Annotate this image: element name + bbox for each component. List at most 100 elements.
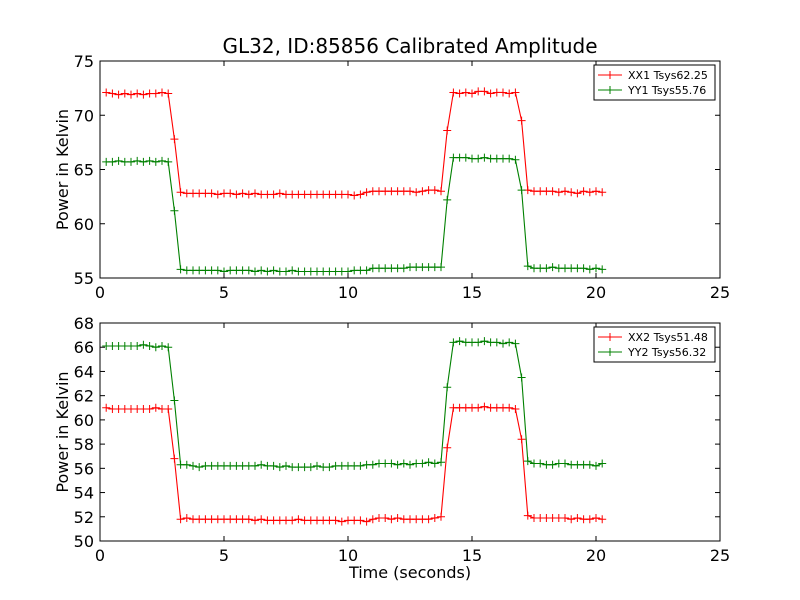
- data-point: [139, 90, 148, 99]
- data-point: [288, 266, 297, 275]
- data-point: [127, 157, 135, 166]
- data-point: [306, 463, 315, 472]
- data-point: [263, 267, 272, 276]
- data-point: [151, 403, 160, 412]
- legend-label: YY2 Tsys56.32: [627, 346, 706, 359]
- data-point: [579, 187, 588, 196]
- data-point: [443, 443, 452, 452]
- data-point: [158, 342, 166, 351]
- data-point: [554, 188, 563, 197]
- legend-entry-2: YY2 Tsys56.32: [598, 346, 706, 359]
- data-point: [275, 189, 284, 198]
- data-point: [337, 517, 346, 526]
- data-point: [592, 461, 600, 470]
- data-point: [133, 156, 142, 165]
- data-point: [282, 267, 290, 276]
- data-point: [523, 457, 532, 466]
- data-point: [437, 512, 445, 521]
- plot-frame: [99, 322, 721, 542]
- legend-entry-1: XX1 Tsys62.25: [598, 69, 708, 82]
- y-tick-label: 50: [74, 532, 94, 551]
- data-point: [412, 188, 421, 197]
- y-tick-label: 70: [74, 106, 94, 125]
- x-tick-label: 15: [462, 283, 482, 302]
- data-point: [176, 265, 185, 274]
- data-point: [585, 265, 594, 274]
- data-point: [387, 515, 396, 524]
- x-tick-label: 0: [95, 283, 105, 302]
- legend: XX1 Tsys62.25 YY1 Tsys55.76: [593, 64, 716, 101]
- data-point: [195, 463, 204, 472]
- data-point: [164, 157, 173, 166]
- data-point: [430, 186, 439, 195]
- data-point: [145, 156, 154, 165]
- data-point: [120, 89, 129, 98]
- data-point: [579, 264, 588, 273]
- data-point: [257, 460, 266, 469]
- data-point: [542, 264, 551, 273]
- legend-label: XX1 Tsys62.25: [628, 69, 708, 82]
- data-point: [573, 189, 582, 198]
- data-point: [393, 460, 402, 469]
- x-tick-label: 15: [462, 546, 482, 565]
- data-point: [176, 515, 185, 524]
- data-point: [561, 187, 569, 196]
- data-point: [455, 89, 464, 98]
- data-point: [505, 338, 514, 347]
- x-tick-label: 25: [710, 546, 730, 565]
- data-point: [102, 403, 111, 412]
- data-point: [592, 187, 600, 196]
- y-tick-label: 58: [74, 435, 94, 454]
- data-point: [443, 126, 452, 135]
- data-point: [176, 188, 185, 197]
- y-tick-label: 64: [74, 362, 94, 381]
- series-2: [102, 337, 607, 472]
- chart-panel-2: 0 5 10 15 20 25 50 52 54 56 58 60 62 64 66 68 Power in K…: [53, 314, 730, 565]
- data-point: [523, 262, 532, 271]
- data-point: [213, 190, 222, 199]
- data-point: [511, 404, 520, 413]
- data-point: [567, 188, 576, 197]
- y-tick-label: 68: [74, 314, 94, 333]
- data-point: [486, 89, 495, 98]
- data-point: [399, 459, 408, 468]
- data-point: [598, 265, 607, 274]
- data-point: [399, 264, 408, 273]
- data-point: [164, 89, 173, 98]
- legend-label: YY1 Tsys55.76: [627, 84, 706, 97]
- data-point: [548, 187, 557, 196]
- data-point: [536, 459, 545, 468]
- data-point: [151, 157, 160, 166]
- data-point: [443, 383, 452, 392]
- data-point: [393, 513, 402, 522]
- data-point: [492, 338, 501, 347]
- data-point: [151, 343, 160, 352]
- data-point: [244, 190, 253, 199]
- data-point: [232, 190, 241, 199]
- data-point: [102, 88, 111, 97]
- data-point: [523, 511, 532, 520]
- data-point: [406, 187, 414, 196]
- data-point: [145, 404, 154, 413]
- x-tick-label: 10: [338, 283, 358, 302]
- series-1: [102, 87, 607, 200]
- data-point: [350, 191, 359, 200]
- data-point: [499, 88, 507, 97]
- data-point: [275, 463, 284, 472]
- data-point: [170, 206, 179, 215]
- data-point: [449, 88, 458, 97]
- y-tick-label: 62: [74, 387, 94, 406]
- y-tick-label: 75: [74, 52, 94, 71]
- data-point: [548, 460, 557, 469]
- data-point: [213, 266, 222, 275]
- x-tick-label: 25: [710, 283, 730, 302]
- data-point: [368, 460, 377, 469]
- data-point: [151, 89, 160, 98]
- legend-entry-1: XX2 Tsys51.48: [598, 331, 708, 344]
- data-point: [158, 88, 166, 97]
- data-point: [598, 188, 607, 197]
- y-tick-label: 55: [74, 269, 94, 288]
- x-tick-label: 5: [219, 546, 229, 565]
- data-point: [517, 373, 526, 382]
